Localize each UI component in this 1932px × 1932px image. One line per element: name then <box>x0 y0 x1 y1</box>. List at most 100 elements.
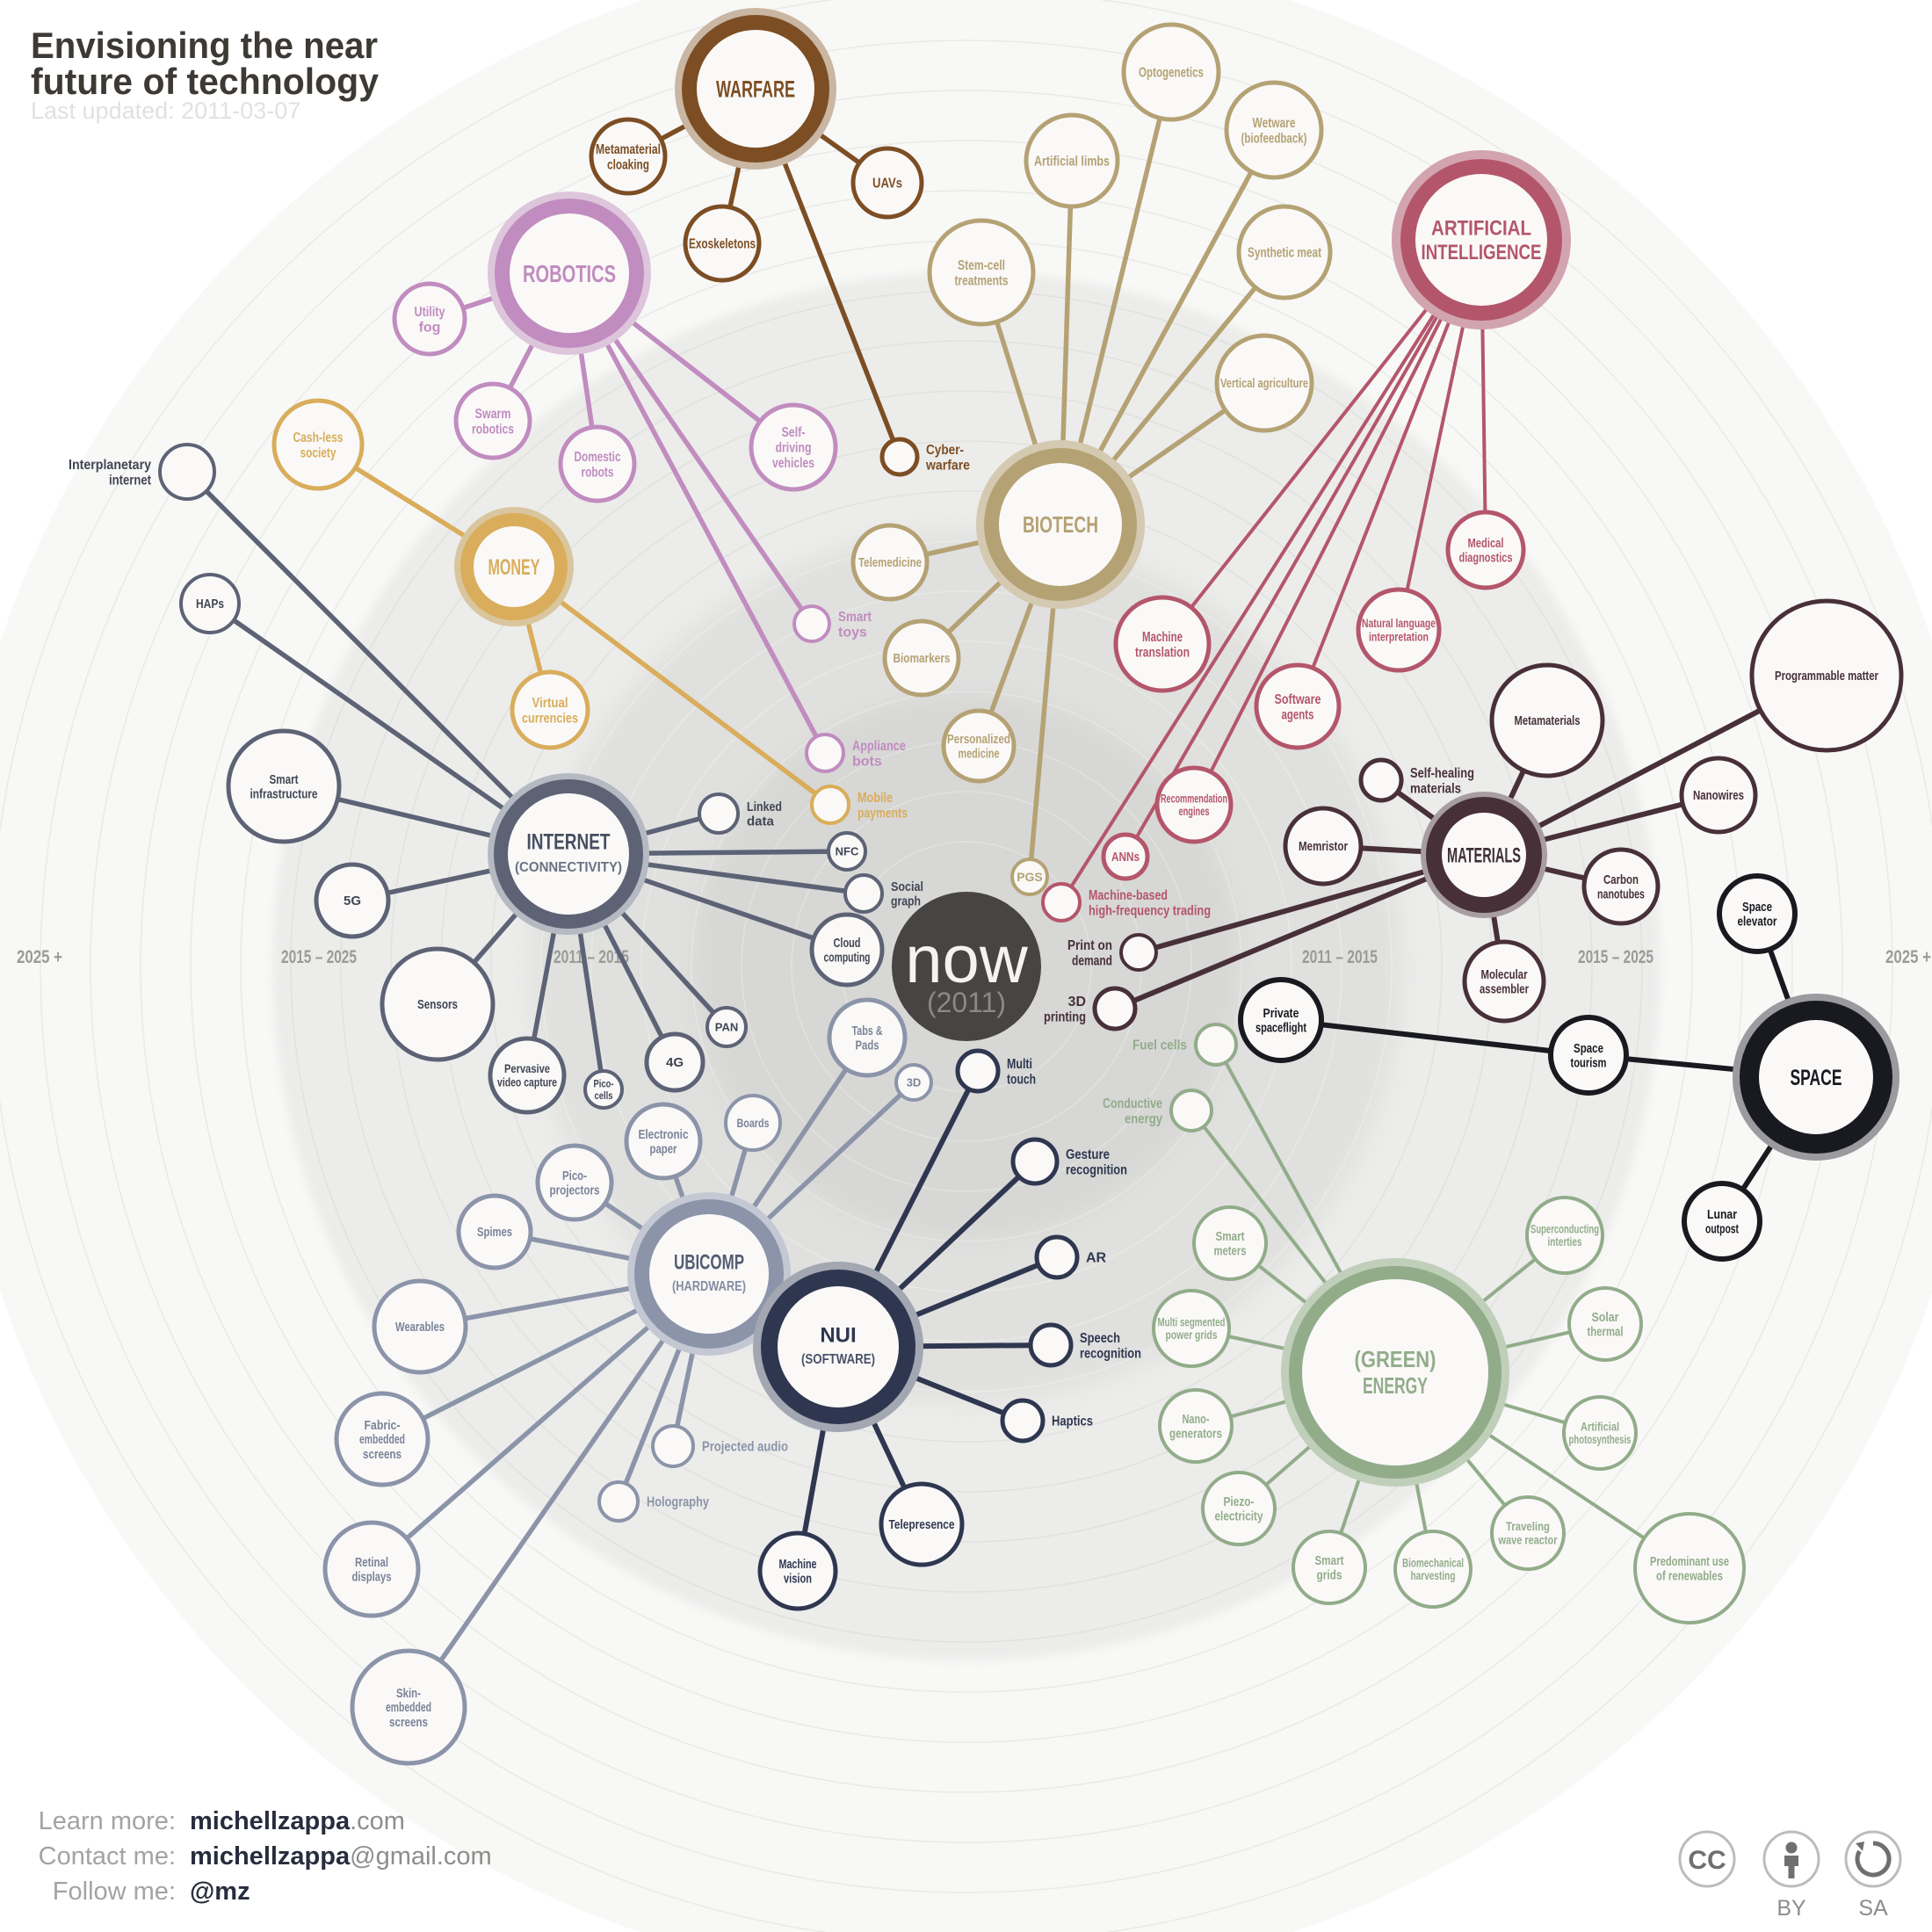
svg-text:Molecular: Molecular <box>1481 967 1528 982</box>
svg-text:electricity: electricity <box>1215 1509 1264 1524</box>
svg-text:Skin-: Skin- <box>396 1686 421 1701</box>
svg-text:NUI: NUI <box>820 1324 856 1348</box>
svg-text:Fuel cells: Fuel cells <box>1132 1038 1187 1053</box>
svg-text:Artificial: Artificial <box>1581 1420 1619 1433</box>
svg-text:(CONNECTIVITY): (CONNECTIVITY) <box>515 860 622 875</box>
svg-text:Multi segmented: Multi segmented <box>1158 1315 1226 1328</box>
svg-text:Space: Space <box>1574 1041 1603 1056</box>
svg-text:interpretation: interpretation <box>1369 630 1429 644</box>
svg-text:internet: internet <box>109 473 152 488</box>
svg-text:Lunar: Lunar <box>1707 1207 1737 1222</box>
svg-text:elevator: elevator <box>1738 915 1777 930</box>
svg-text:Smart: Smart <box>1216 1229 1245 1244</box>
svg-text:Biomechanical: Biomechanical <box>1402 1556 1464 1569</box>
svg-text:Stem-cell: Stem-cell <box>958 258 1005 273</box>
svg-text:PGS: PGS <box>1017 870 1043 884</box>
svg-text:Social: Social <box>891 879 923 894</box>
svg-text:fog: fog <box>419 320 441 335</box>
svg-text:Metamaterial: Metamaterial <box>596 142 661 157</box>
svg-text:video capture: video capture <box>497 1075 557 1089</box>
svg-text:Retinal: Retinal <box>355 1555 388 1570</box>
svg-text:projectors: projectors <box>550 1183 600 1198</box>
svg-text:Machine-based: Machine-based <box>1089 888 1168 903</box>
svg-text:CC: CC <box>1688 1846 1726 1875</box>
svg-text:Print on: Print on <box>1067 938 1112 953</box>
svg-text:society: society <box>300 445 336 460</box>
svg-text:Natural language: Natural language <box>1362 616 1436 630</box>
svg-text:power grids: power grids <box>1166 1328 1218 1342</box>
svg-text:Swarm: Swarm <box>475 407 511 422</box>
svg-text:michellzappa@gmail.com: michellzappa@gmail.com <box>190 1842 492 1870</box>
svg-text:robotics: robotics <box>472 422 514 437</box>
svg-text:Cyber-: Cyber- <box>926 443 964 458</box>
svg-text:Electronic: Electronic <box>639 1127 689 1142</box>
svg-text:MATERIALS: MATERIALS <box>1447 843 1521 867</box>
svg-text:high-frequency trading: high-frequency trading <box>1089 903 1211 918</box>
svg-text:ROBOTICS: ROBOTICS <box>523 260 616 287</box>
svg-text:Smart: Smart <box>838 610 872 625</box>
svg-text:Multi: Multi <box>1007 1057 1032 1072</box>
svg-text:Recommendation: Recommendation <box>1161 792 1227 805</box>
svg-text:@mz: @mz <box>190 1878 250 1906</box>
svg-text:NFC: NFC <box>836 845 859 858</box>
svg-text:Follow me:: Follow me: <box>53 1878 176 1906</box>
svg-text:Tabs &: Tabs & <box>852 1024 883 1038</box>
svg-text:Solar: Solar <box>1592 1310 1619 1325</box>
svg-text:Utility: Utility <box>415 305 445 320</box>
svg-text:meters: meters <box>1214 1244 1247 1259</box>
svg-text:(2011): (2011) <box>927 987 1006 1018</box>
svg-text:3D: 3D <box>907 1076 922 1089</box>
svg-text:SA: SA <box>1858 1896 1888 1921</box>
svg-text:of renewables: of renewables <box>1656 1569 1723 1584</box>
svg-text:embedded: embedded <box>386 1700 431 1715</box>
svg-text:Self-healing: Self-healing <box>1410 766 1474 781</box>
svg-text:diagnostics: diagnostics <box>1459 551 1513 566</box>
svg-text:Metamaterials: Metamaterials <box>1515 713 1581 728</box>
svg-text:vehicles: vehicles <box>772 456 814 471</box>
svg-text:graph: graph <box>891 894 921 909</box>
svg-text:toys: toys <box>838 625 867 640</box>
svg-text:UAVs: UAVs <box>872 177 902 192</box>
svg-text:PAN: PAN <box>715 1021 738 1034</box>
svg-text:ANNs: ANNs <box>1111 850 1140 865</box>
svg-text:HAPs: HAPs <box>196 597 224 611</box>
svg-text:Space: Space <box>1742 900 1772 915</box>
svg-text:Wetware: Wetware <box>1253 116 1296 131</box>
svg-text:warfare: warfare <box>925 458 970 473</box>
svg-text:BY: BY <box>1776 1896 1806 1921</box>
svg-text:Fabric-: Fabric- <box>365 1418 401 1433</box>
svg-text:BIOTECH: BIOTECH <box>1023 511 1098 538</box>
svg-text:Self-: Self- <box>782 425 806 440</box>
svg-text:Virtual: Virtual <box>532 696 568 711</box>
svg-text:ENERGY: ENERGY <box>1363 1372 1428 1399</box>
svg-text:Telepresence: Telepresence <box>889 1517 955 1532</box>
svg-text:vision: vision <box>784 1572 812 1587</box>
svg-text:Wearables: Wearables <box>395 1320 445 1335</box>
svg-text:Pads: Pads <box>856 1038 879 1053</box>
svg-text:Biomarkers: Biomarkers <box>894 651 951 666</box>
svg-text:Envisioning the near: Envisioning the near <box>31 25 378 66</box>
svg-text:infrastructure: infrastructure <box>250 787 318 802</box>
svg-text:tourism: tourism <box>1571 1056 1607 1071</box>
svg-text:harvesting: harvesting <box>1411 1569 1456 1582</box>
svg-text:Boards: Boards <box>737 1116 770 1130</box>
svg-text:Pico-: Pico- <box>562 1169 587 1183</box>
svg-text:now: now <box>905 923 1029 997</box>
svg-text:2011 – 2015: 2011 – 2015 <box>1302 947 1378 967</box>
svg-text:nanotubes: nanotubes <box>1597 887 1645 902</box>
svg-text:Predominant use: Predominant use <box>1650 1554 1729 1569</box>
svg-text:recognition: recognition <box>1066 1162 1127 1177</box>
svg-text:Exoskeletons: Exoskeletons <box>689 237 756 252</box>
svg-text:engines: engines <box>1179 805 1210 818</box>
svg-text:medicine: medicine <box>959 747 1000 762</box>
svg-text:Spimes: Spimes <box>477 1225 512 1240</box>
svg-text:screens: screens <box>363 1447 402 1462</box>
svg-text:Vertical agriculture: Vertical agriculture <box>1220 376 1308 391</box>
svg-text:grids: grids <box>1317 1568 1342 1583</box>
svg-text:Nanowires: Nanowires <box>1693 788 1744 803</box>
svg-text:Contact me:: Contact me: <box>39 1842 176 1870</box>
svg-text:data: data <box>747 814 775 829</box>
svg-text:Domestic: Domestic <box>575 450 621 465</box>
svg-text:Machine: Machine <box>779 1557 817 1572</box>
svg-text:assembler: assembler <box>1480 982 1529 997</box>
